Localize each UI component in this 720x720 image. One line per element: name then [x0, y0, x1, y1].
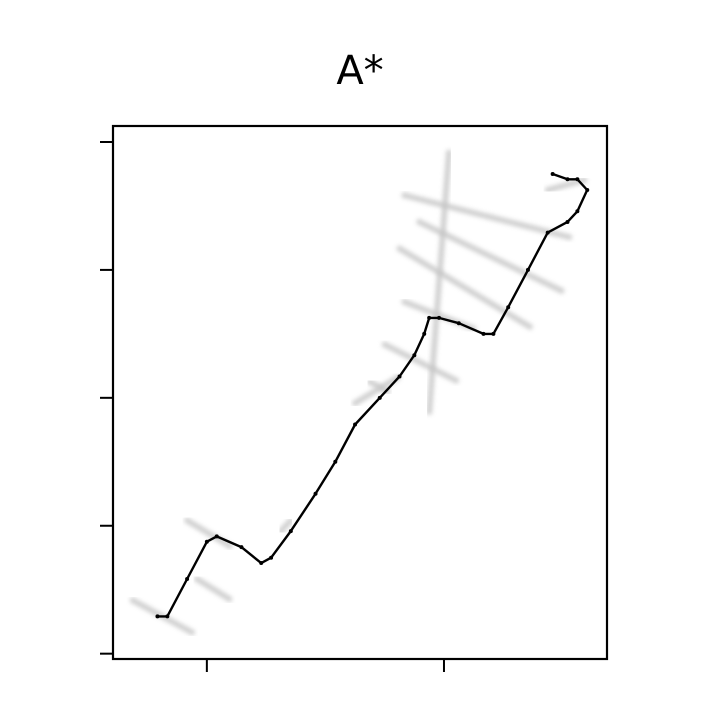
explored-cells [129, 149, 591, 636]
path-point-12 [377, 395, 382, 400]
path-point-14 [412, 353, 417, 358]
path-point-4 [214, 534, 219, 539]
explored-segment-4 [352, 373, 403, 407]
y-axis-ticks [100, 140, 113, 655]
x-axis-ticks [205, 659, 445, 672]
path-point-2 [185, 577, 190, 582]
path-point-28 [565, 177, 570, 182]
path-point-17 [437, 315, 442, 320]
explored-segment-6 [381, 341, 462, 385]
explored-segment-1 [184, 517, 235, 551]
explored-segment-8 [396, 245, 536, 332]
path-point-29 [550, 171, 555, 176]
path-point-22 [525, 267, 530, 272]
path-point-15 [422, 331, 427, 336]
path-line [156, 172, 589, 618]
path-point-19 [481, 331, 486, 336]
explored-segment-10 [401, 192, 576, 241]
explored-segment-3 [277, 517, 294, 535]
path-point-0 [155, 614, 160, 619]
path-point-5 [239, 545, 244, 550]
explored-segment-2 [193, 576, 235, 604]
path-point-21 [506, 305, 511, 310]
path-point-16 [427, 315, 432, 320]
chart-title: A* [336, 48, 383, 94]
path-point-6 [259, 561, 264, 566]
path-point-13 [397, 374, 402, 379]
path-layer [155, 171, 590, 619]
path-point-11 [353, 422, 358, 427]
plot-background [113, 126, 607, 659]
path-point-10 [333, 459, 338, 464]
explored-segment-12 [426, 149, 452, 417]
path-point-8 [288, 529, 293, 534]
path-point-20 [491, 331, 496, 336]
path-point-9 [313, 491, 318, 496]
path-point-7 [269, 555, 274, 560]
path-point-23 [545, 230, 550, 235]
path-point-27 [575, 177, 580, 182]
path-point-26 [585, 187, 590, 192]
path-point-25 [575, 209, 580, 214]
path-point-3 [204, 539, 209, 544]
plot-frame [111, 124, 609, 661]
path-point-18 [456, 321, 461, 326]
path-point-24 [565, 219, 570, 224]
path-point-1 [165, 614, 170, 619]
